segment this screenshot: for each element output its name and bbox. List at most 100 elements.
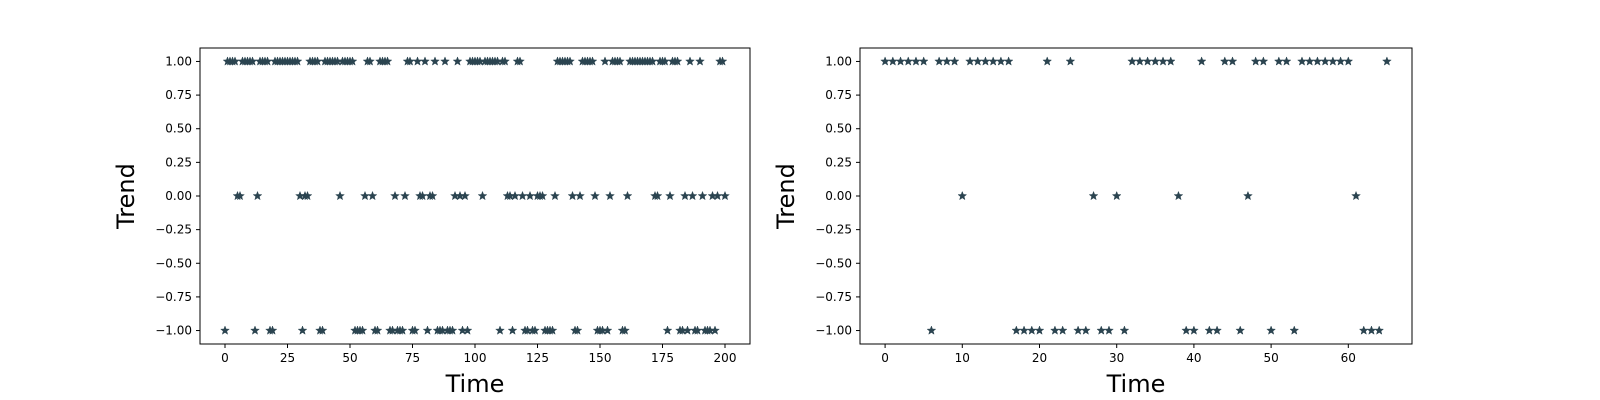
data-point [957, 190, 968, 201]
data-point [1250, 56, 1261, 66]
y-tick-label: −0.25 [155, 223, 192, 237]
data-point [1142, 56, 1153, 66]
x-tick-label: 125 [526, 351, 549, 365]
data-point [587, 56, 598, 66]
data-point [934, 56, 945, 66]
data-point [1019, 325, 1030, 335]
data-point [1289, 325, 1300, 335]
data-point [680, 190, 690, 201]
data-point [517, 190, 528, 201]
data-point [1127, 56, 1138, 66]
data-point [567, 190, 578, 201]
data-point [672, 56, 683, 66]
data-point [297, 325, 308, 335]
x-tick-label: 20 [1032, 351, 1047, 365]
data-point [1297, 56, 1307, 66]
data-point [1042, 56, 1053, 66]
data-point [427, 190, 438, 201]
y-tick-label: 0.50 [165, 122, 192, 136]
x-tick-label: 200 [714, 351, 737, 365]
y-tick-label: −0.75 [155, 290, 192, 304]
data-point [1266, 325, 1277, 335]
data-point [972, 56, 983, 66]
data-point [515, 56, 525, 66]
data-point [1104, 325, 1114, 335]
y-tick-label: −0.25 [815, 223, 852, 237]
data-point [911, 56, 921, 66]
data-point [347, 56, 358, 66]
y-tick-label: 0.75 [825, 88, 852, 102]
data-point [687, 190, 698, 201]
data-point [880, 56, 891, 66]
data-point [537, 190, 548, 201]
data-point [941, 56, 952, 66]
y-tick-label: −0.50 [815, 256, 852, 270]
data-point [365, 56, 375, 66]
y-tick-label: −1.00 [155, 324, 192, 338]
data-point [292, 56, 303, 66]
data-point [652, 190, 663, 201]
data-point [235, 190, 245, 201]
data-point [697, 190, 708, 201]
data-point [1165, 56, 1176, 66]
data-point [1351, 190, 1361, 201]
data-point [447, 325, 458, 335]
data-point [1150, 56, 1161, 66]
x-tick-label: 75 [405, 351, 420, 365]
data-point [462, 325, 473, 335]
data-point [547, 325, 558, 335]
data-point [420, 56, 430, 66]
data-point [1374, 325, 1385, 335]
data-point [460, 190, 470, 201]
data-point [949, 56, 960, 66]
data-point [400, 190, 410, 201]
data-point [717, 56, 728, 66]
y-tick-label: 0.75 [165, 88, 192, 102]
data-point [430, 56, 440, 66]
data-point [965, 56, 975, 66]
data-point [525, 190, 535, 201]
data-point [530, 325, 540, 335]
data-point [1381, 56, 1392, 66]
data-point [1242, 190, 1253, 201]
data-point [1366, 325, 1377, 335]
data-point [988, 56, 999, 66]
x-tick-label: 10 [955, 351, 970, 365]
data-point [452, 56, 463, 66]
data-point [500, 56, 510, 66]
data-point [903, 56, 914, 66]
data-point [440, 56, 450, 66]
data-point [1196, 56, 1207, 66]
data-point [1235, 325, 1246, 335]
x-axis-label: Time [1106, 370, 1166, 398]
data-point [662, 325, 673, 335]
data-point [412, 56, 423, 66]
data-point [605, 190, 615, 201]
data-point [1343, 56, 1354, 66]
data-point [252, 190, 263, 201]
y-axis-label: Trend [112, 163, 140, 230]
data-point [1335, 56, 1346, 66]
x-axis-label: Time [445, 370, 505, 398]
data-point [1134, 56, 1145, 66]
data-point [1111, 190, 1122, 201]
data-point [1227, 56, 1238, 66]
data-point [335, 190, 345, 201]
x-tick-label: 25 [280, 351, 295, 365]
data-point [1096, 325, 1107, 335]
x-tick-label: 50 [342, 351, 357, 365]
x-tick-label: 60 [1341, 351, 1356, 365]
data-point [372, 325, 383, 335]
data-point [410, 325, 420, 335]
data-point [1273, 56, 1284, 66]
data-point [397, 325, 408, 335]
data-point [1026, 325, 1037, 335]
data-point [1281, 56, 1292, 66]
data-point [665, 190, 675, 201]
y-tick-label: 1.00 [165, 54, 192, 68]
data-point [615, 56, 625, 66]
data-point [602, 325, 613, 335]
data-point [390, 190, 400, 201]
data-point [357, 325, 368, 335]
